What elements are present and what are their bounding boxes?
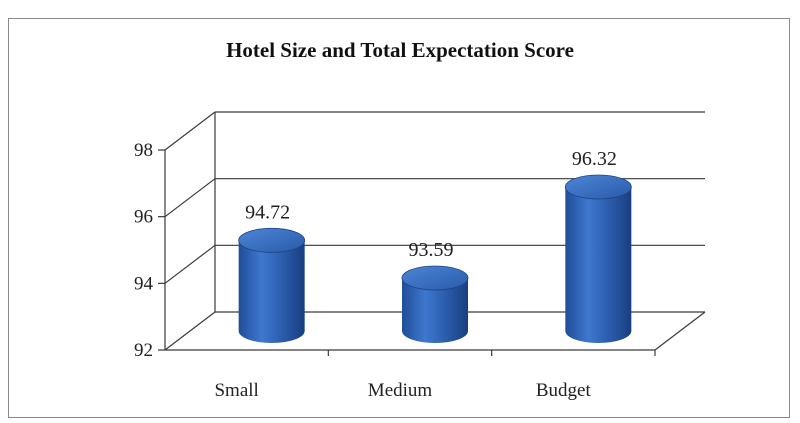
y-tick-label-0: 92 xyxy=(134,340,153,361)
side-gridline-1 xyxy=(164,244,216,284)
bar-top xyxy=(401,265,469,291)
bar-small xyxy=(238,227,306,343)
bar-body xyxy=(238,240,305,343)
data-label-0: 94.72 xyxy=(245,201,290,223)
bar-body xyxy=(565,187,632,343)
bar-top xyxy=(564,174,632,200)
floor-right-edge xyxy=(654,311,706,351)
side-gridline-0 xyxy=(164,311,216,351)
chart-frame xyxy=(8,18,790,418)
x-tick-label-2: Budget xyxy=(536,380,592,401)
y-tick-label-2: 96 xyxy=(134,207,153,228)
bar-medium xyxy=(401,265,469,343)
chart-title: Hotel Size and Total Expectation Score xyxy=(226,38,574,62)
side-gridline-3 xyxy=(164,111,216,151)
x-tick-label-1: Medium xyxy=(368,380,433,401)
bar-budget xyxy=(564,174,632,343)
y-tick-label-3: 98 xyxy=(134,140,153,161)
side-gridline-2 xyxy=(164,178,216,218)
x-tick-label-0: Small xyxy=(214,380,258,401)
bar-top xyxy=(238,227,306,253)
data-label-2: 96.32 xyxy=(572,148,617,170)
bar-body xyxy=(402,278,468,343)
y-tick-label-1: 94 xyxy=(134,273,154,294)
data-label-1: 93.59 xyxy=(409,239,454,261)
